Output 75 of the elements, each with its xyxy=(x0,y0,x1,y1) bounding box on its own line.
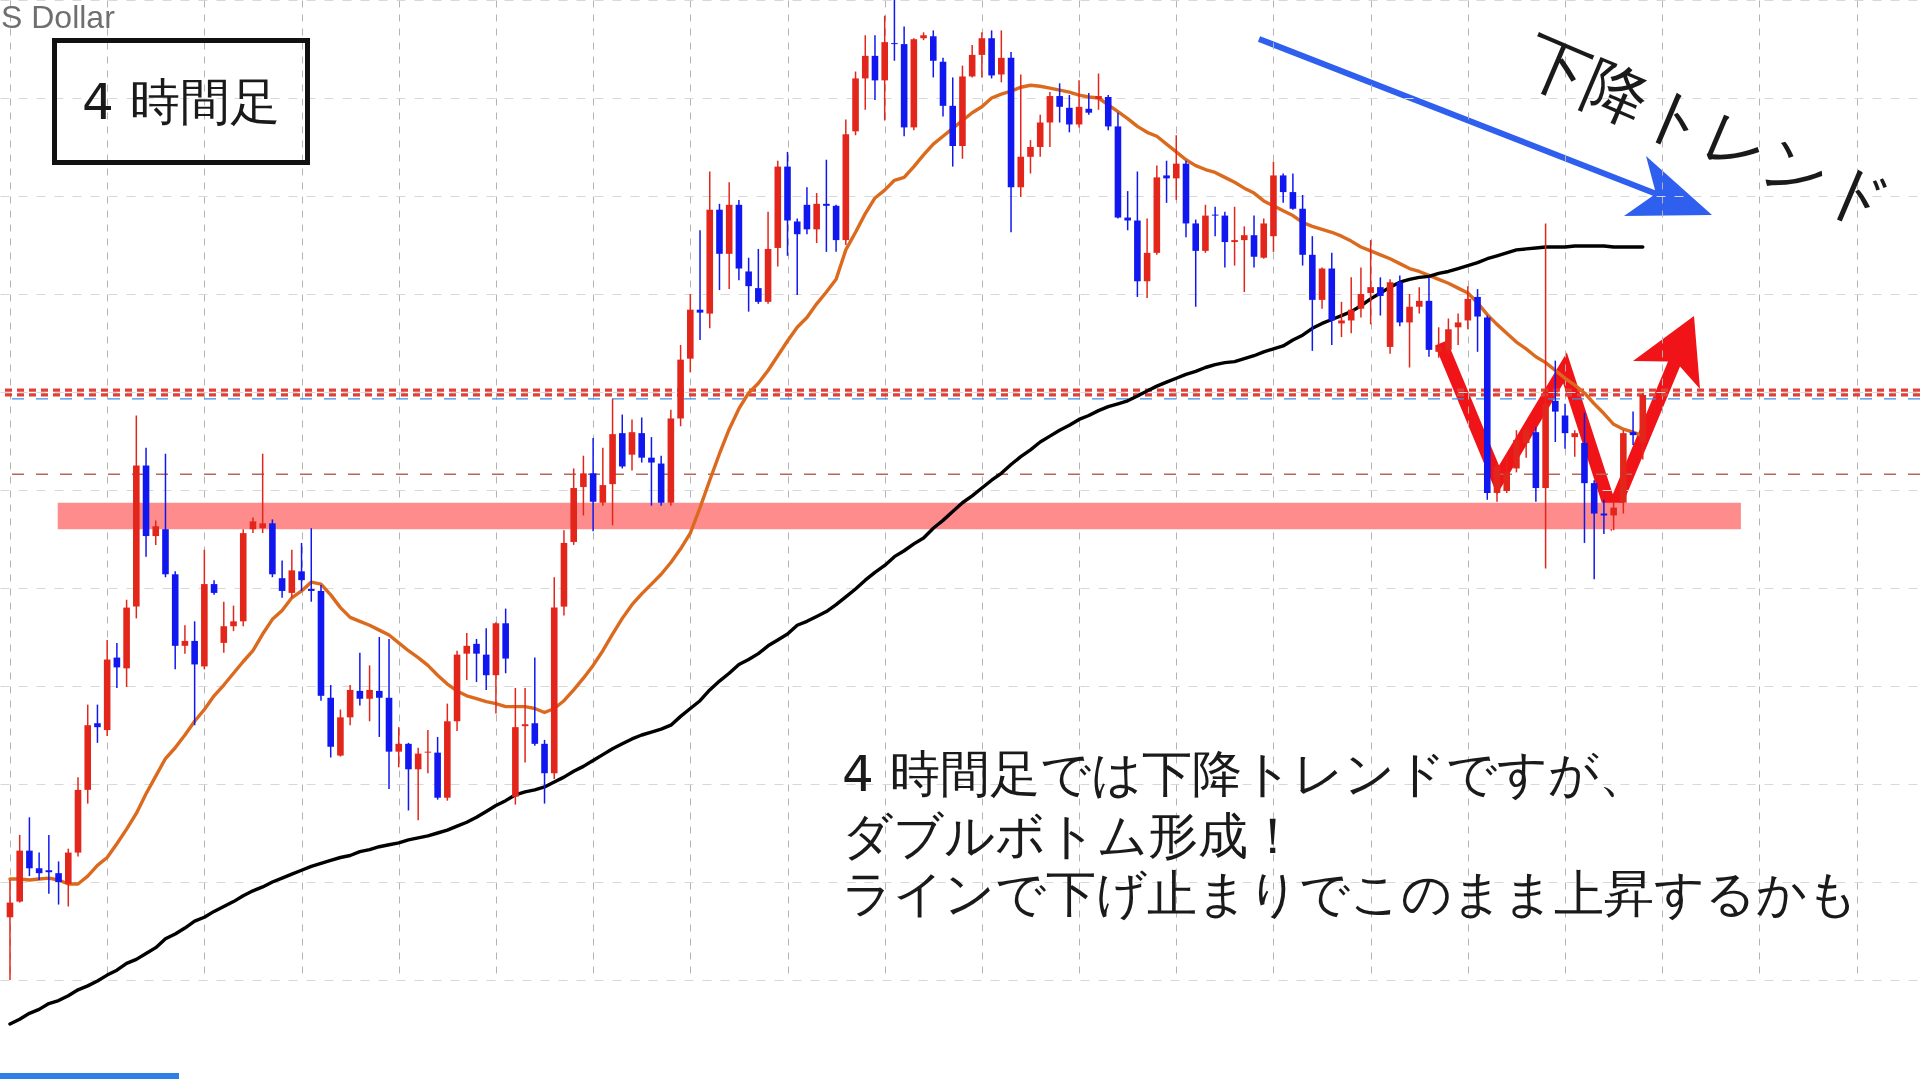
annotation: 下降トレンド xyxy=(1513,21,1903,243)
candlestick xyxy=(1454,312,1462,346)
candlestick xyxy=(26,816,33,877)
candlestick xyxy=(424,729,432,774)
candlestick xyxy=(1095,72,1102,111)
candlestick xyxy=(648,436,655,507)
candlestick xyxy=(1377,276,1384,317)
candlestick xyxy=(1347,276,1355,334)
annotation: 4 時間足 xyxy=(82,72,280,131)
candlestick xyxy=(1474,288,1481,353)
candlestick xyxy=(1066,94,1073,134)
candlestick xyxy=(1415,286,1423,315)
candlestick xyxy=(376,636,383,738)
candlestick xyxy=(35,851,43,881)
candlestick xyxy=(1250,214,1258,269)
candlestick xyxy=(755,248,762,305)
candlestick xyxy=(978,31,986,79)
candlestick xyxy=(1027,139,1034,175)
candlestick xyxy=(1629,410,1637,446)
candlestick xyxy=(1503,453,1511,494)
candlestick xyxy=(1163,159,1170,204)
candlestick xyxy=(1571,429,1579,458)
candlestick xyxy=(891,0,898,62)
candlestick xyxy=(1085,92,1093,116)
candlestick xyxy=(580,454,587,517)
candlestick xyxy=(1367,239,1374,326)
candlestick xyxy=(1231,206,1238,267)
candlestick xyxy=(307,527,315,603)
annotation: S Dollar xyxy=(1,0,115,35)
candlestick xyxy=(1406,293,1413,369)
annotation: ダブルボトム形成！ xyxy=(842,806,1298,866)
candlestick xyxy=(191,620,198,726)
candlestick xyxy=(55,860,62,906)
candlestick xyxy=(1211,206,1219,237)
candlestick xyxy=(181,624,189,655)
candlestick xyxy=(628,418,636,472)
annotation: ラインで下げ止まりでこのまま上昇するかも xyxy=(842,864,1858,924)
candlestick xyxy=(230,604,237,632)
candlestick xyxy=(1522,426,1530,459)
candlestick xyxy=(1241,225,1248,293)
candlestick xyxy=(1552,359,1559,443)
candlestick xyxy=(745,256,752,313)
candlestick xyxy=(482,627,490,691)
candlestick xyxy=(521,687,529,764)
candlestick xyxy=(1338,301,1345,338)
candlestick xyxy=(1056,82,1063,124)
candlestick xyxy=(861,34,869,111)
candlestick xyxy=(473,638,480,683)
candlestick xyxy=(1172,134,1180,201)
candlestick xyxy=(463,632,471,681)
candlestick xyxy=(395,726,403,769)
candlestick xyxy=(298,542,305,592)
annotation: 4 時間足では下降トレンドですが、 xyxy=(842,744,1649,804)
candlestick xyxy=(998,29,1005,84)
candlestick xyxy=(1610,501,1617,531)
candlestick xyxy=(356,651,364,707)
candlestick xyxy=(220,600,228,654)
candlestick xyxy=(1435,326,1442,359)
candlestick xyxy=(1445,317,1452,355)
candlestick xyxy=(823,158,830,253)
candlestick xyxy=(45,834,53,895)
candlestick xyxy=(366,664,373,723)
candlestick xyxy=(1124,190,1131,232)
candlestick xyxy=(152,519,160,546)
candlestick xyxy=(531,656,539,747)
candlestick xyxy=(1279,172,1287,204)
candlestick xyxy=(599,447,607,507)
candlestick xyxy=(696,229,704,341)
candlestick xyxy=(1289,172,1297,211)
candlestick xyxy=(793,217,801,296)
candlestick xyxy=(278,559,286,599)
candlestick xyxy=(259,452,266,534)
candlestick xyxy=(94,703,101,744)
candlestick xyxy=(1357,266,1365,319)
candlestick xyxy=(288,549,296,599)
